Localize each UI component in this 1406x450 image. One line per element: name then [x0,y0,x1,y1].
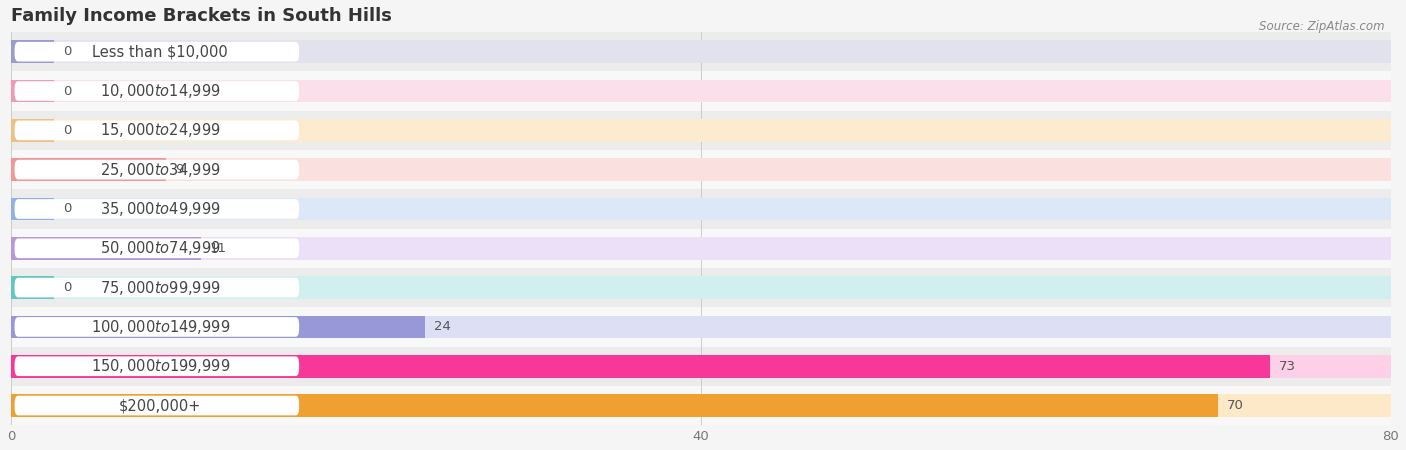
Bar [11,315,1391,338]
Bar [11,315,425,338]
Bar [11,158,1391,181]
Bar [11,394,1218,417]
Text: Less than $10,000: Less than $10,000 [93,44,228,59]
FancyBboxPatch shape [14,199,299,219]
Bar [11,394,1391,417]
Text: $50,000 to $74,999: $50,000 to $74,999 [100,239,221,257]
Text: Source: ZipAtlas.com: Source: ZipAtlas.com [1260,20,1385,33]
Text: $35,000 to $49,999: $35,000 to $49,999 [100,200,221,218]
FancyBboxPatch shape [14,81,299,101]
Text: 0: 0 [63,202,72,216]
Bar [11,198,55,220]
Bar [11,237,1391,260]
Bar [11,198,1391,220]
Bar [11,40,55,63]
Text: 24: 24 [433,320,450,333]
Text: $150,000 to $199,999: $150,000 to $199,999 [90,357,231,375]
Text: 0: 0 [63,85,72,98]
Text: 0: 0 [63,281,72,294]
Bar [11,237,201,260]
Text: 0: 0 [63,45,72,58]
Bar [11,346,1391,386]
Bar [11,276,1391,299]
Text: 9: 9 [174,163,183,176]
Bar [11,276,55,299]
Text: $15,000 to $24,999: $15,000 to $24,999 [100,122,221,140]
Bar [11,307,1391,346]
Text: $25,000 to $34,999: $25,000 to $34,999 [100,161,221,179]
Text: 11: 11 [209,242,226,255]
Text: $75,000 to $99,999: $75,000 to $99,999 [100,279,221,297]
FancyBboxPatch shape [14,121,299,140]
Bar [11,72,1391,111]
Bar [11,80,55,103]
Text: $100,000 to $149,999: $100,000 to $149,999 [90,318,231,336]
Bar [11,119,55,142]
Bar [11,32,1391,72]
FancyBboxPatch shape [14,317,299,337]
Bar [11,150,1391,189]
FancyBboxPatch shape [14,160,299,180]
Bar [11,268,1391,307]
FancyBboxPatch shape [14,396,299,415]
Text: 73: 73 [1278,360,1295,373]
Bar [11,80,1391,103]
Bar [11,111,1391,150]
Text: $10,000 to $14,999: $10,000 to $14,999 [100,82,221,100]
Text: $200,000+: $200,000+ [120,398,201,413]
FancyBboxPatch shape [14,238,299,258]
FancyBboxPatch shape [14,278,299,297]
Text: Family Income Brackets in South Hills: Family Income Brackets in South Hills [11,7,392,25]
Bar [11,119,1391,142]
Bar [11,158,166,181]
FancyBboxPatch shape [14,42,299,62]
Bar [11,386,1391,425]
Bar [11,189,1391,229]
FancyBboxPatch shape [14,356,299,376]
Bar [11,355,1391,378]
Bar [11,355,1270,378]
Text: 0: 0 [63,124,72,137]
Bar [11,40,1391,63]
Bar [11,229,1391,268]
Text: 70: 70 [1227,399,1244,412]
